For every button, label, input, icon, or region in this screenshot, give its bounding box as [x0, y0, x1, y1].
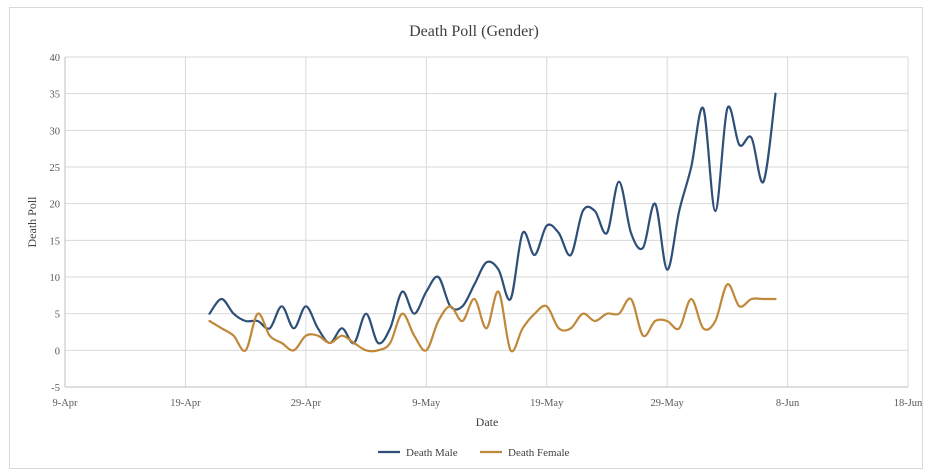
y-tick-label: 0 — [55, 346, 60, 357]
x-tick-label: 8-Jun — [776, 398, 800, 409]
x-tick-label: 18-Jun — [894, 398, 923, 409]
y-tick-label: 25 — [50, 163, 61, 174]
y-tick-label: 10 — [50, 273, 61, 284]
x-tick-label: 29-May — [651, 398, 685, 409]
legend: Death Male Death Female — [378, 447, 570, 459]
y-tick-label: -5 — [51, 383, 60, 394]
x-axis-title: Date — [476, 415, 499, 429]
x-tick-label: 29-Apr — [291, 398, 322, 409]
y-tick-label: 20 — [50, 200, 61, 211]
series-line-death-female — [208, 283, 777, 353]
y-tick-label: 30 — [50, 126, 61, 137]
x-tick-label: 9-May — [412, 398, 441, 409]
series-line-death-male — [208, 92, 777, 345]
y-tick-label: 40 — [50, 53, 61, 64]
x-tick-label: 19-Apr — [170, 398, 201, 409]
y-axis-title: Death Poll — [25, 196, 39, 248]
x-tick-label: 19-May — [530, 398, 564, 409]
chart-title: Death Poll (Gender) — [409, 23, 539, 40]
y-tick-label: 5 — [55, 310, 60, 321]
legend-label-death-male: Death Male — [406, 447, 458, 459]
chart-frame — [9, 7, 923, 469]
legend-label-death-female: Death Female — [508, 447, 570, 459]
y-tick-label: 15 — [50, 236, 61, 247]
x-tick-label: 9-Apr — [52, 398, 78, 409]
y-tick-label: 35 — [50, 90, 61, 101]
